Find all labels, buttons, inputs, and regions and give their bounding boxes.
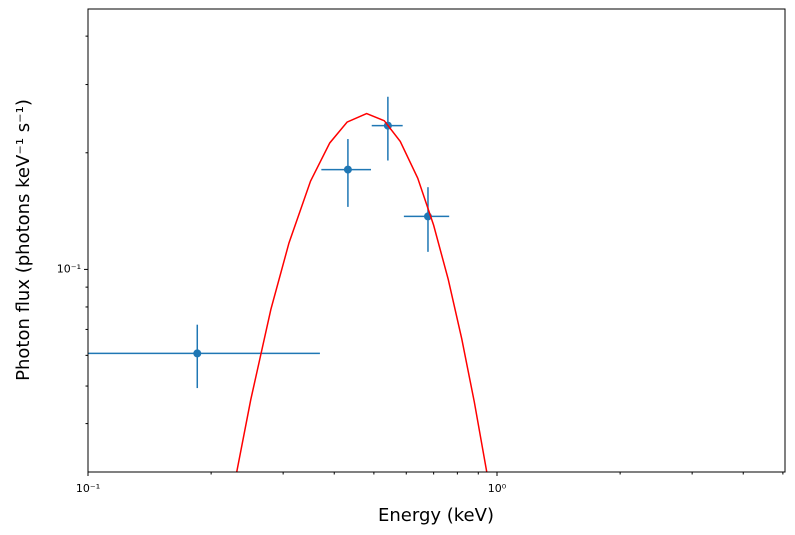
- plot-area: [88, 96, 488, 472]
- y-axis-label: Photon flux (photons keV⁻¹ s⁻¹): [13, 99, 34, 381]
- axes-frame: [87, 8, 786, 473]
- data-point: [343, 165, 352, 174]
- data-point: [193, 349, 202, 358]
- x-tick-label: 10⁰: [488, 482, 507, 495]
- y-tick-label: 10⁻¹: [57, 262, 81, 275]
- x-tick-label: 10⁻¹: [76, 482, 100, 495]
- model-curve: [235, 112, 488, 472]
- x-axis-label: Energy (keV): [378, 505, 494, 526]
